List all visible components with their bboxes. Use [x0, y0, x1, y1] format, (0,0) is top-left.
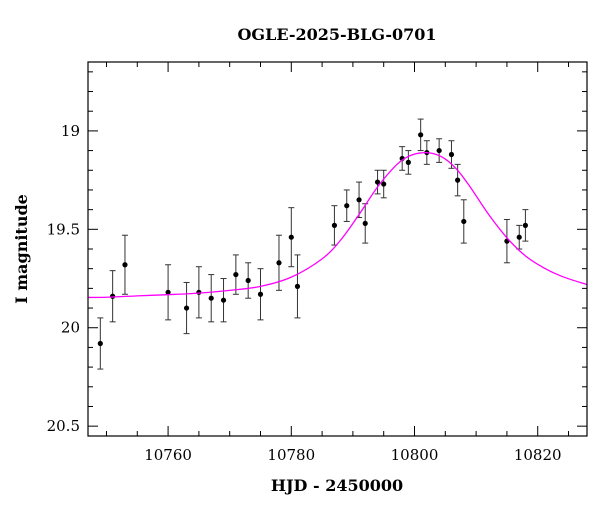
- data-point: [276, 260, 282, 266]
- data-point: [196, 289, 202, 295]
- data-point: [122, 262, 128, 268]
- data-point: [516, 234, 522, 240]
- data-point: [220, 297, 227, 303]
- data-point: [455, 177, 461, 183]
- x-axis-label: HJD - 2450000: [271, 476, 403, 495]
- x-tick-label: 10820: [514, 446, 562, 464]
- y-tick-label: 19.5: [47, 220, 80, 238]
- model-curve: [87, 151, 588, 299]
- x-tick-labels: 10760 10780 10800 10820: [144, 446, 561, 464]
- y-tick-label: 20.5: [47, 417, 80, 435]
- x-tick-label: 10760: [144, 446, 192, 464]
- data-point: [344, 203, 350, 209]
- data-point: [362, 220, 368, 227]
- x-tick-label: 10800: [391, 446, 439, 464]
- y-axis-label: I magnitude: [12, 194, 31, 304]
- y-tick-label: 19: [61, 122, 80, 140]
- data-point: [208, 295, 214, 301]
- data-point: [405, 159, 411, 165]
- data-point: [233, 271, 239, 278]
- data-point: [331, 222, 338, 228]
- data-points: [97, 132, 528, 347]
- data-point: [461, 218, 467, 225]
- chart-title: OGLE-2025-BLG-0701: [237, 25, 436, 44]
- data-point: [165, 289, 171, 295]
- axis-ticks: [88, 62, 587, 436]
- data-point: [288, 234, 294, 240]
- data-point: [374, 179, 381, 185]
- data-point: [356, 197, 362, 203]
- data-point: [294, 283, 301, 289]
- data-point: [522, 222, 528, 228]
- plot-frame: [87, 61, 588, 437]
- data-point: [110, 293, 116, 299]
- data-point: [448, 151, 455, 158]
- data-point: [381, 181, 387, 187]
- data-point: [418, 132, 424, 138]
- x-tick-label: 10780: [267, 446, 315, 464]
- y-tick-label: 20: [61, 319, 80, 337]
- data-point: [245, 277, 251, 284]
- y-tick-labels: 19 19.5 20 20.5: [47, 122, 80, 435]
- data-point: [257, 291, 264, 297]
- error-bars: [97, 118, 529, 370]
- data-point: [183, 305, 190, 311]
- data-point: [97, 340, 103, 347]
- data-point: [436, 147, 442, 154]
